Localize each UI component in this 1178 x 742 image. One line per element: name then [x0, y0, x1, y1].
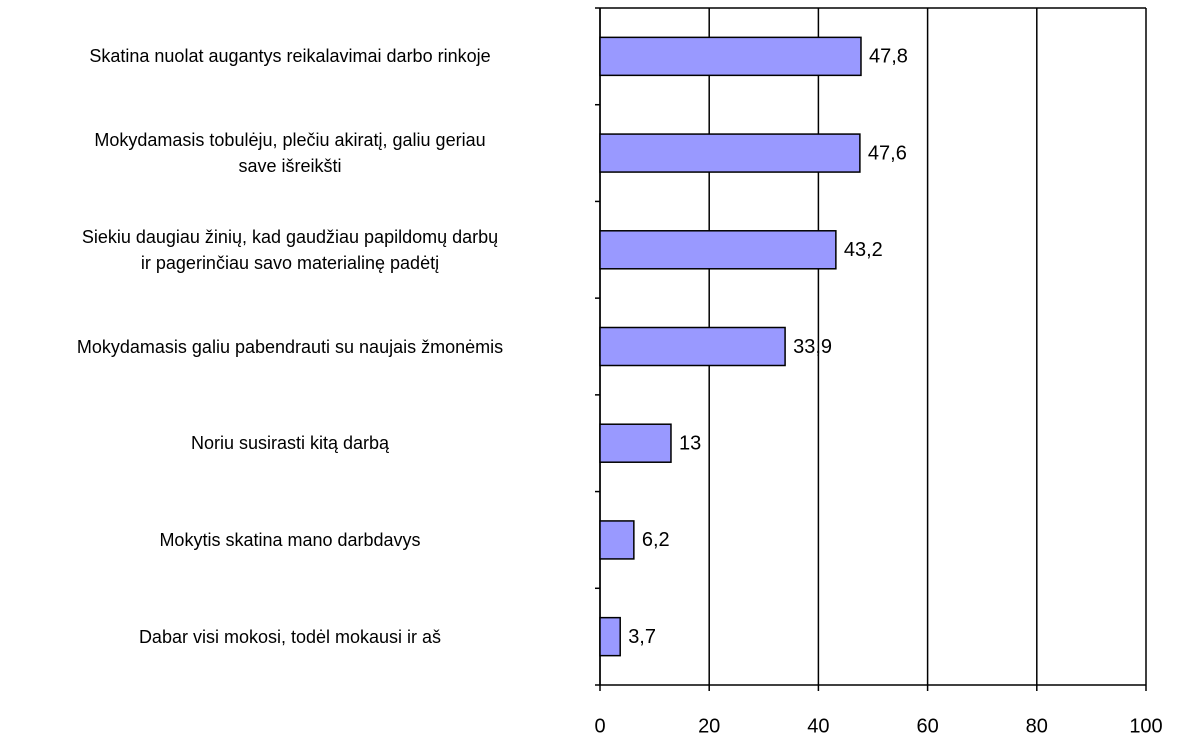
y-tick-label: Siekiu daugiau žinių, kad gaudžiau papil…	[81, 226, 499, 273]
x-tick-label: 100	[1129, 715, 1162, 737]
value-label: 43,2	[844, 239, 883, 261]
y-tick-label: Dabar visi mokosi, todėl mokausi ir aš	[138, 626, 442, 647]
bar	[599, 230, 837, 270]
x-tick-label: 60	[916, 715, 938, 737]
x-tick-label: 40	[807, 715, 829, 737]
value-label: 13	[679, 432, 701, 454]
value-label: 33,9	[793, 336, 832, 358]
bar	[599, 616, 621, 657]
bar	[599, 133, 861, 173]
value-label: 3,7	[628, 626, 656, 648]
y-tick-label: Skatina nuolat augantys reikalavimai dar…	[89, 46, 491, 67]
y-tick-label: Mokydamasis galiu pabendrauti su naujais…	[76, 336, 504, 357]
x-tick-label: 20	[698, 715, 720, 737]
y-tick-label: Mokytis skatina mano darbdavys	[159, 529, 421, 550]
y-tick-label: Mokydamasis tobulėju, plečiu akiratį, ga…	[94, 130, 486, 177]
bar	[599, 520, 635, 560]
bar	[599, 326, 786, 367]
x-tick-label: 80	[1026, 715, 1048, 737]
x-tick-label: 0	[594, 715, 605, 737]
value-label: 47,8	[869, 46, 908, 68]
value-label: 6,2	[642, 529, 670, 551]
y-tick-label: Noriu susirasti kitą darbą	[190, 433, 390, 454]
bar	[599, 36, 862, 77]
bar	[599, 423, 672, 463]
value-label: 47,6	[868, 142, 907, 164]
